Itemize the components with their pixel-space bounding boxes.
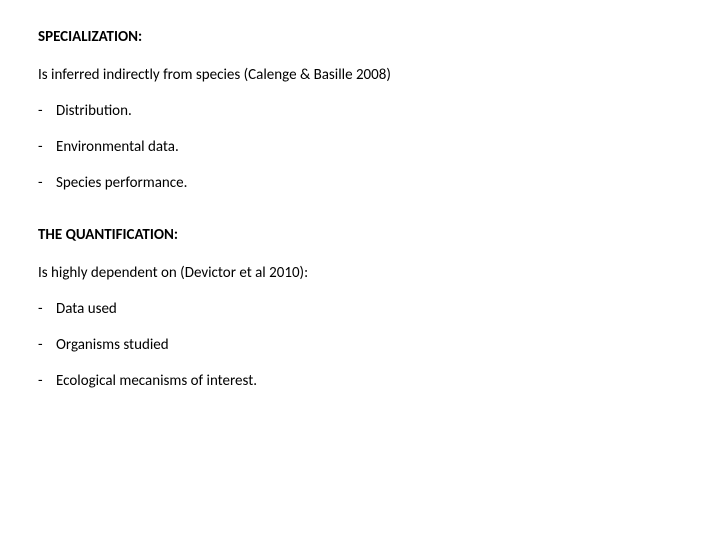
list-specialization: Distribution. Environmental data. Specie… — [38, 102, 682, 192]
intro-quantification: Is highly dependent on (Devictor et al 2… — [38, 264, 682, 282]
heading-specialization: SPECIALIZATION: — [38, 28, 682, 46]
intro-specialization: Is inferred indirectly from species (Cal… — [38, 66, 682, 84]
list-quantification: Data used Organisms studied Ecological m… — [38, 300, 682, 390]
list-item: Environmental data. — [38, 138, 682, 156]
list-item: Species performance. — [38, 174, 682, 192]
section-specialization: SPECIALIZATION: Is inferred indirectly f… — [38, 28, 682, 192]
list-item: Distribution. — [38, 102, 682, 120]
section-quantification: THE QUANTIFICATION: Is highly dependent … — [38, 226, 682, 390]
list-item: Data used — [38, 300, 682, 318]
heading-quantification: THE QUANTIFICATION: — [38, 226, 682, 244]
list-item: Organisms studied — [38, 336, 682, 354]
list-item: Ecological mecanisms of interest. — [38, 372, 682, 390]
